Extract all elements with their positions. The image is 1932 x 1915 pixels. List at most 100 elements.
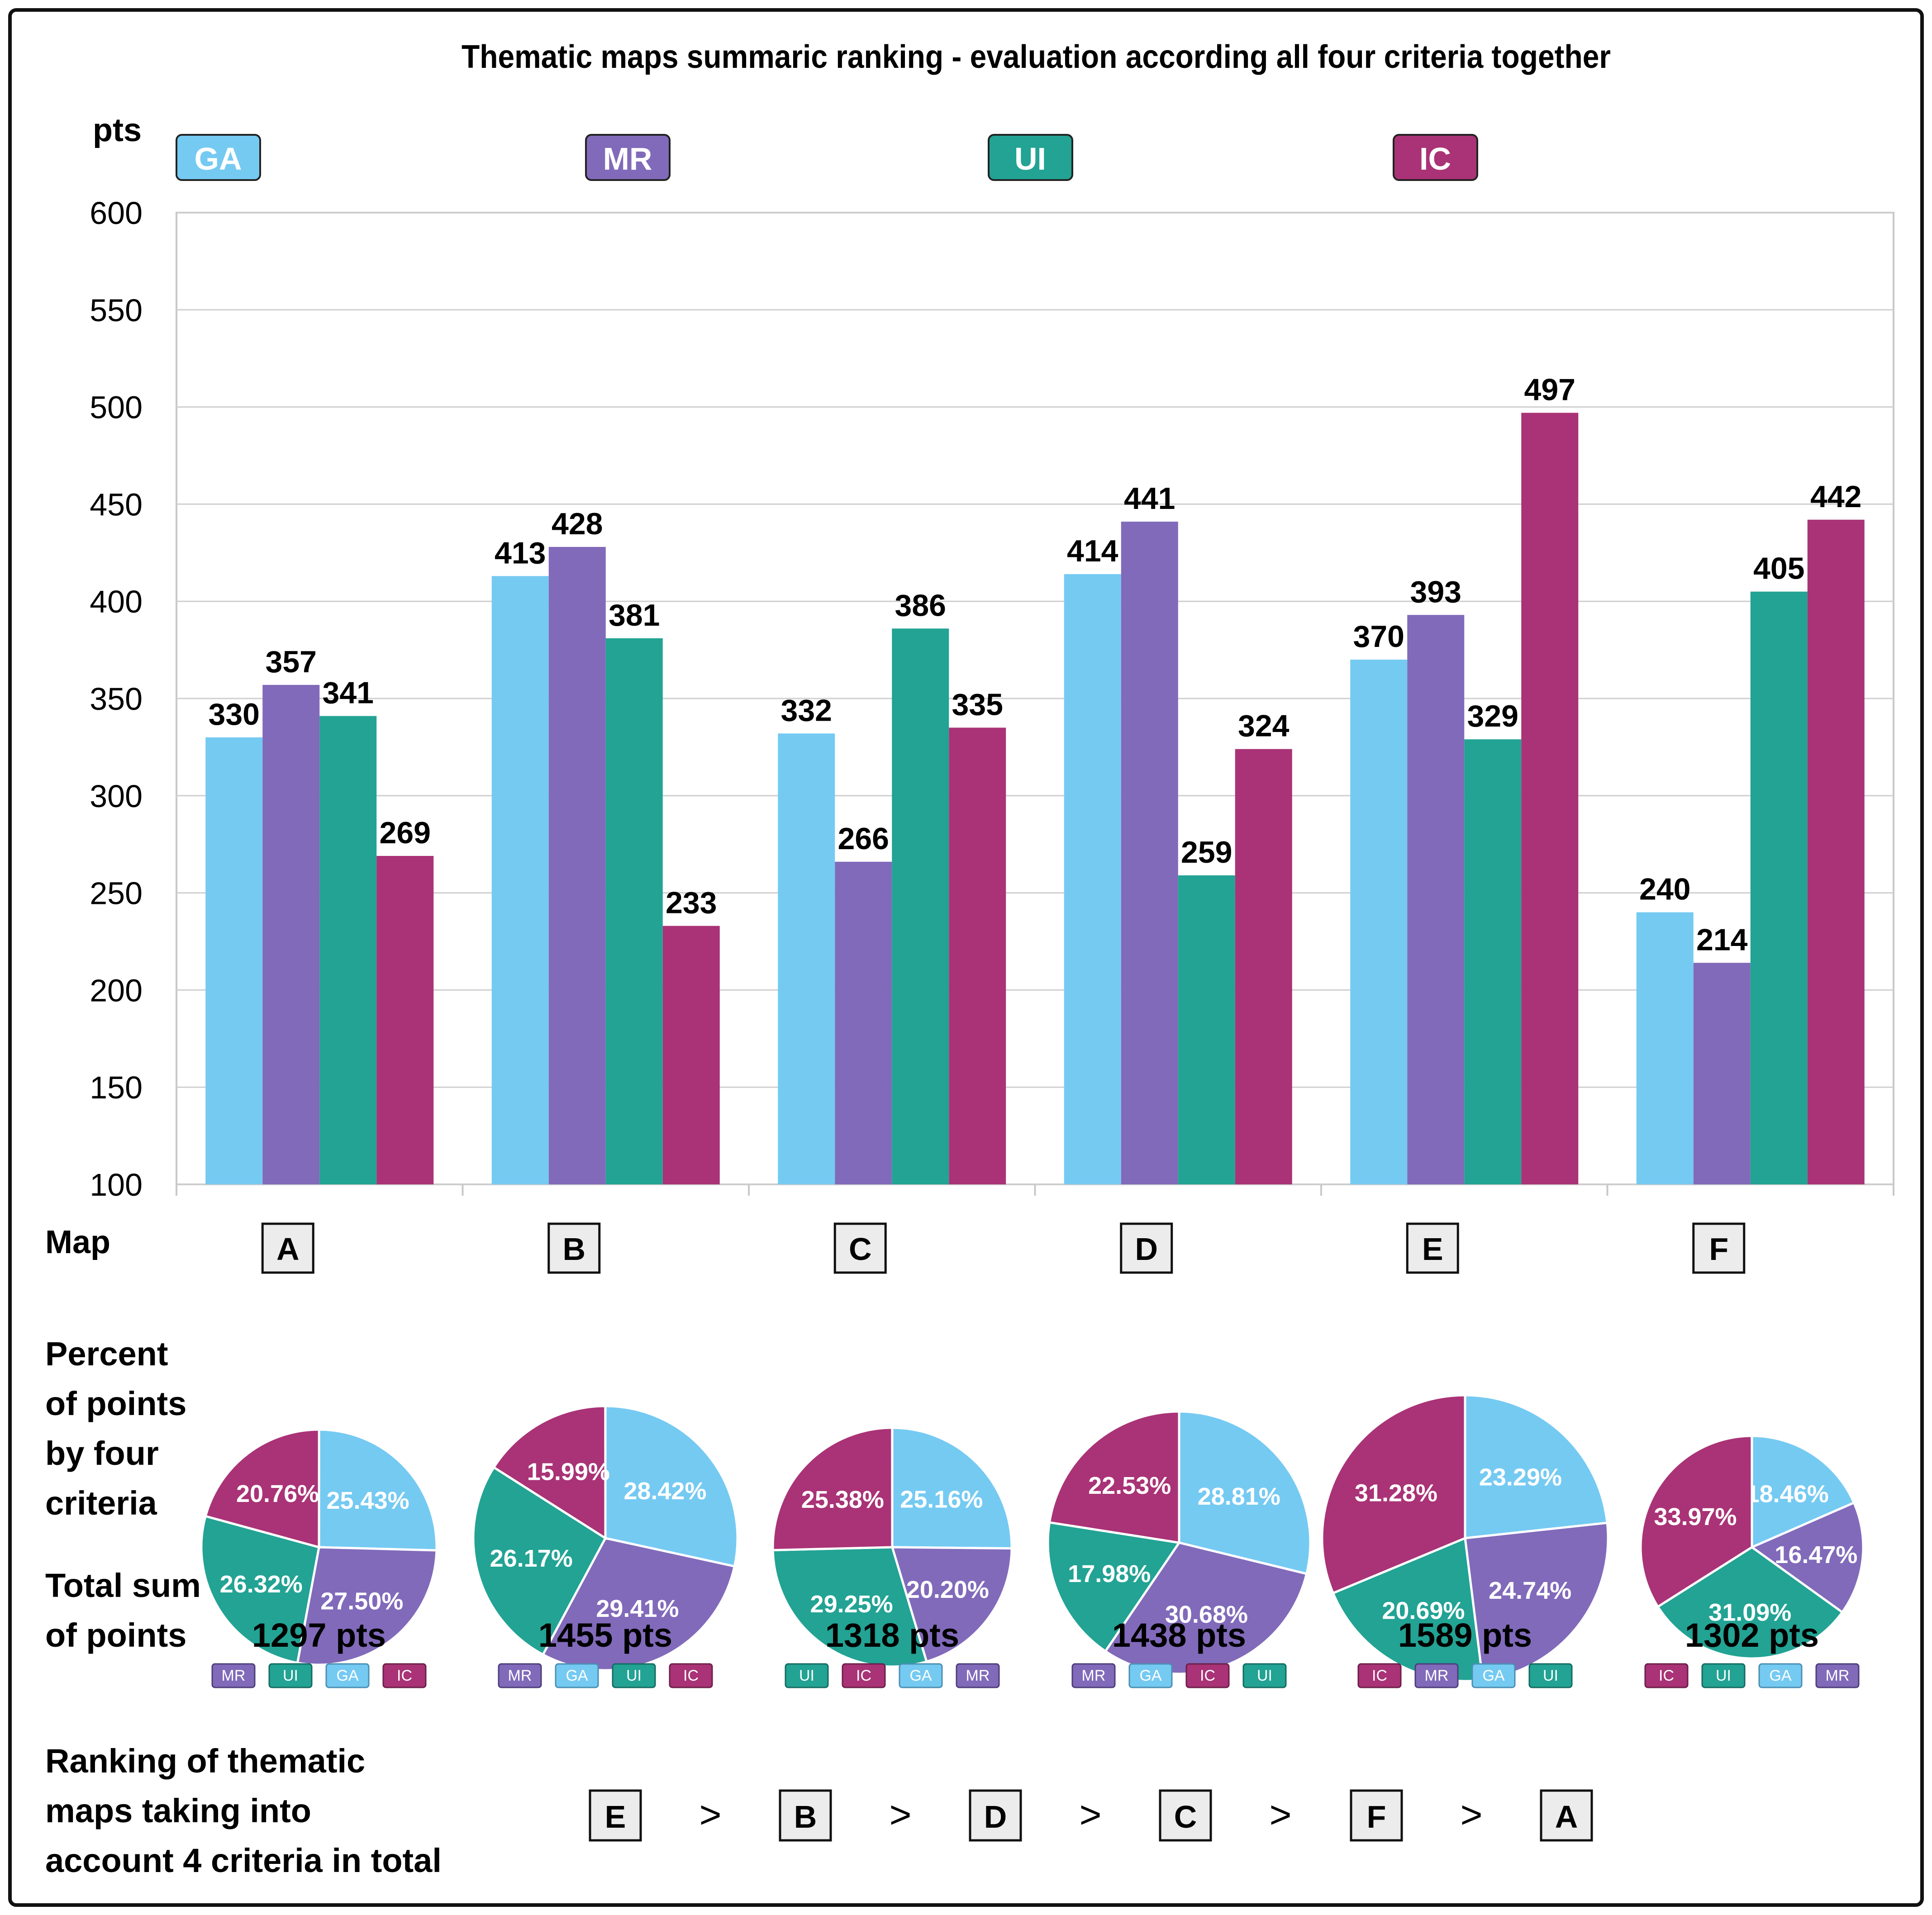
map-box-letter: A (276, 1231, 300, 1267)
percent-row-label-line: Percent (45, 1335, 168, 1373)
order-chip-ui: UI (1242, 1663, 1287, 1688)
bar-value-label: 497 (1524, 372, 1575, 407)
bar-e-mr (1407, 615, 1465, 1184)
bar-plot: 1001502002503003504004505005506003303573… (90, 195, 1894, 1202)
map-box-d: D (1120, 1222, 1173, 1274)
pie-slice-mr (1749, 1501, 1865, 1614)
ranking-box-letter: E (605, 1799, 626, 1834)
pie-slice-ic (1639, 1435, 1753, 1609)
order-chip-label: IC (1372, 1667, 1387, 1684)
ranking-box-frame (1540, 1789, 1593, 1842)
map-box-letter: F (1709, 1231, 1728, 1267)
order-chip-bg (1815, 1663, 1860, 1688)
order-chip-label: GA (566, 1667, 588, 1684)
pie-slice-label: 29.41% (596, 1595, 679, 1622)
bar-e-ic (1521, 413, 1579, 1184)
percent-row-label-line: of points (45, 1385, 186, 1422)
pie-slice-ic (492, 1405, 607, 1540)
bar-c-ic (949, 727, 1006, 1184)
order-chip-bg (899, 1663, 943, 1688)
pie-slice-ic (771, 1426, 894, 1552)
pie-slice-label: 25.38% (801, 1486, 884, 1513)
order-chip-ui: UI (612, 1663, 656, 1688)
order-chip-bg (498, 1663, 542, 1688)
pie-slice-label: 20.69% (1382, 1597, 1465, 1624)
pie-slice-ga (1751, 1435, 1856, 1549)
bar-b-ga (491, 576, 549, 1184)
pie-slice-label: 17.98% (1068, 1560, 1151, 1587)
pie-slice-label: 22.53% (1088, 1472, 1171, 1499)
bar-c-ui (892, 628, 949, 1184)
legend-swatch (1393, 134, 1478, 181)
order-chip-bg (268, 1663, 313, 1688)
ranking-box-frame (1159, 1789, 1212, 1842)
order-chip-bg (555, 1663, 599, 1688)
legend-swatch (176, 134, 261, 181)
pie-slice-label: 16.47% (1775, 1541, 1857, 1568)
order-chip-bg (1071, 1663, 1116, 1688)
pie-slice-label: 28.81% (1198, 1483, 1280, 1510)
bar-value-label: 357 (266, 645, 317, 679)
ranking-box-frame (1350, 1789, 1403, 1842)
ranking-row: E > B > D > C > F > A (589, 1789, 1593, 1842)
ranking-box-letter: A (1555, 1799, 1578, 1834)
order-chip-ga: GA (899, 1663, 943, 1688)
pie-slice-label: 18.46% (1746, 1481, 1829, 1508)
order-chip-label: UI (1543, 1667, 1558, 1684)
bar-value-label: 441 (1124, 481, 1175, 516)
legend-item-ui: UI (988, 134, 1073, 181)
order-chip-ui: UI (1701, 1663, 1746, 1688)
order-chip-label: GA (1482, 1667, 1504, 1684)
bar-value-label: 405 (1753, 551, 1804, 586)
pie-slice-label: 27.50% (320, 1587, 403, 1615)
ranking-box-frame (779, 1789, 832, 1842)
map-box-frame (1406, 1222, 1459, 1274)
bar-value-label: 259 (1181, 835, 1232, 870)
chart-title: Thematic maps summaric ranking - evaluat… (462, 39, 1611, 75)
order-chip-label: UI (799, 1667, 814, 1684)
order-chip-bg (956, 1663, 1000, 1688)
pie-slice-label: 15.99% (527, 1459, 610, 1486)
pie-slice-mr (296, 1546, 438, 1666)
bar-value-label: 329 (1467, 699, 1518, 733)
bar-value-label: 335 (952, 687, 1003, 722)
ranking-separator: > (1079, 1793, 1101, 1836)
pie-e: 23.29% 24.74% 20.69% 31.28% 1589 pts IC MR GA UI (1321, 1394, 1609, 1688)
y-tick-label: 500 (90, 390, 143, 425)
bar-c-mr (835, 861, 892, 1184)
bar-value-label: 214 (1696, 922, 1748, 957)
order-chip-bg (1471, 1663, 1516, 1688)
bar-value-label: 324 (1238, 709, 1290, 743)
order-chip-label: MR (1425, 1667, 1449, 1684)
bar-e-ga (1350, 660, 1408, 1184)
order-chip-label: UI (626, 1667, 642, 1684)
bar-f-ga (1636, 912, 1694, 1184)
pie-total-label: 1318 pts (825, 1616, 959, 1654)
map-box-frame (547, 1222, 601, 1274)
bar-value-label: 266 (838, 822, 889, 856)
order-chip-bg (842, 1663, 886, 1688)
map-box-letter: D (1135, 1231, 1158, 1267)
pie-total-label: 1455 pts (538, 1616, 672, 1654)
map-box-letter: E (1422, 1231, 1443, 1267)
y-tick-label: 300 (90, 779, 143, 814)
ranking-separator: > (1460, 1793, 1482, 1836)
order-chip-label: UI (283, 1667, 298, 1684)
order-chip-ui: UI (785, 1663, 829, 1688)
map-box-frame (833, 1222, 887, 1274)
y-tick-label: 250 (90, 876, 143, 911)
bar-a-ic (376, 855, 434, 1184)
pie-slice-label: 29.25% (810, 1591, 893, 1618)
legend-item-ga: GA (176, 134, 261, 181)
legend-item-mr: MR (585, 134, 671, 181)
bar-value-label: 442 (1810, 480, 1861, 514)
pie-slice-ic (1321, 1394, 1466, 1595)
ranking-box-a: A (1540, 1789, 1593, 1842)
y-tick-label: 200 (90, 973, 143, 1008)
order-chip-bg (1644, 1663, 1689, 1688)
bar-d-mr (1121, 522, 1178, 1184)
bar-value-label: 386 (895, 588, 946, 622)
bar-value-label: 330 (209, 697, 260, 732)
order-chip-bg (669, 1663, 713, 1688)
